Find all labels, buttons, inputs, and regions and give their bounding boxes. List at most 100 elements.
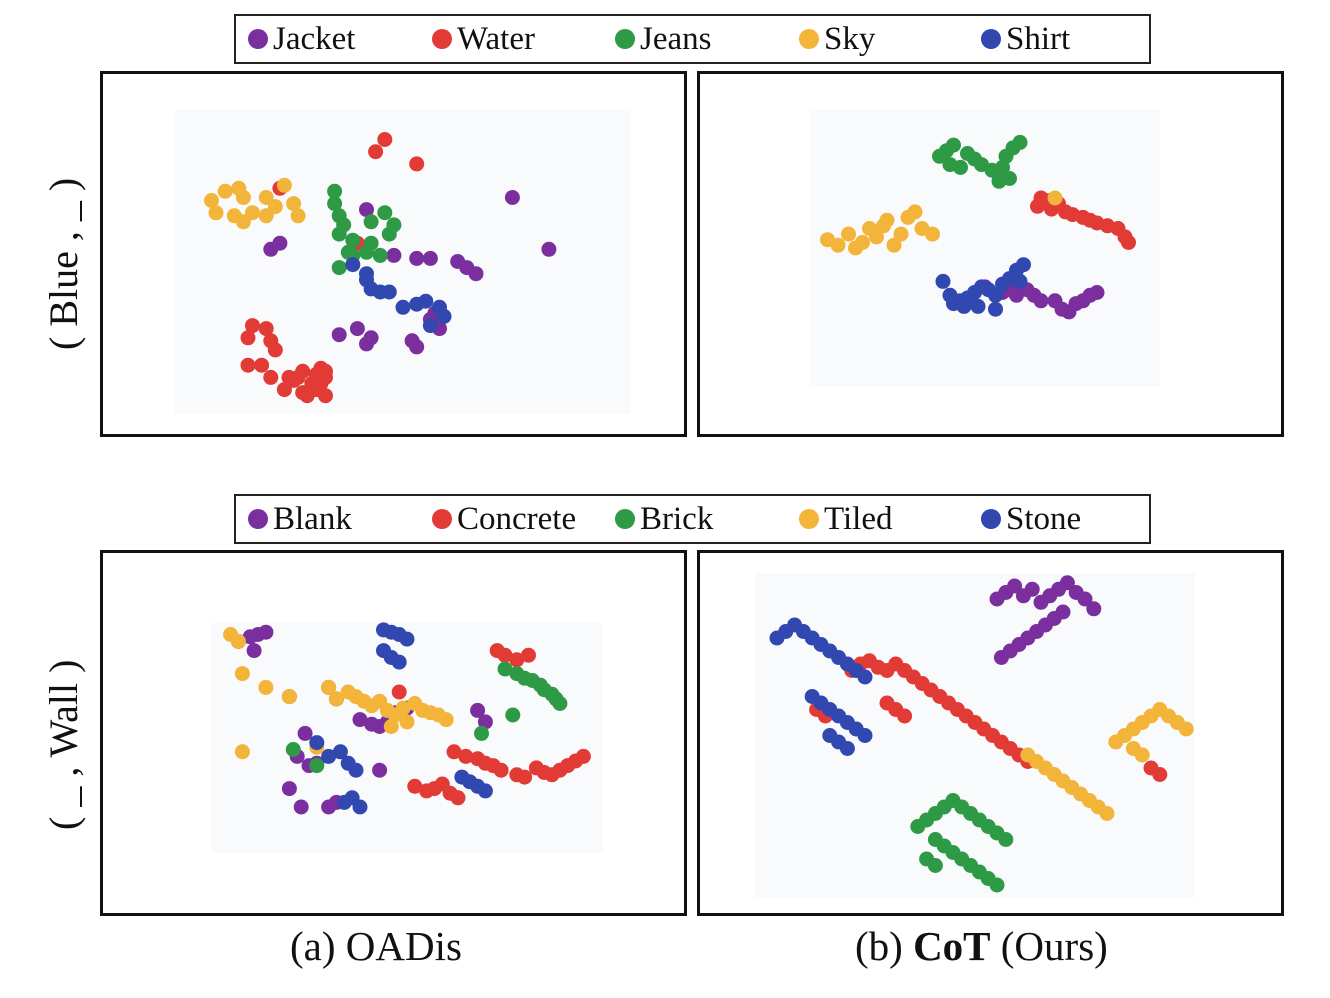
scatter-point [230, 633, 246, 649]
scatter-point [331, 226, 347, 242]
scatter-point [276, 382, 292, 398]
scatter-point [998, 832, 1014, 847]
scatter-point [258, 190, 274, 205]
scatter-point [313, 376, 329, 391]
scatter-point [1016, 257, 1031, 273]
legend-row1: Jacket Water Jeans Sky Shirt [234, 14, 1151, 64]
scatter-point [1012, 273, 1028, 289]
scatter-point [377, 205, 393, 221]
scatter-point [381, 284, 397, 300]
scatter-point [318, 388, 333, 404]
scatter-point [254, 357, 270, 373]
scatter-point [1178, 721, 1194, 737]
scatter-point [321, 679, 337, 695]
scatter-point [477, 783, 493, 799]
legend-item: Concrete [432, 496, 576, 542]
scatter-point [468, 266, 484, 282]
scatter-point [286, 196, 302, 212]
scatter-point [409, 250, 425, 266]
legend-item: Jeans [615, 16, 711, 62]
scatter-point [509, 652, 525, 668]
scatter-point [258, 321, 274, 337]
scatter-point [352, 799, 368, 815]
scatter-point [988, 287, 1003, 303]
scatter-point [1121, 234, 1136, 250]
scatter-point [458, 748, 474, 764]
scatter-point [290, 208, 306, 224]
legend-item: Jacket [248, 16, 355, 62]
scatter-point [497, 661, 513, 677]
row-label-blue: ( Blue , _ ) [41, 177, 86, 350]
scatter-plot [755, 573, 1195, 898]
scatter-point [327, 183, 343, 199]
scatter-point [395, 299, 411, 315]
scatter-point [830, 237, 846, 253]
scatter-point [422, 250, 438, 266]
legend-label: Sky [824, 20, 876, 57]
legend-label: Water [457, 20, 535, 57]
scatter-point [309, 758, 325, 774]
scatter-point [391, 654, 407, 670]
scatter-point [879, 212, 895, 228]
scatter-point [352, 712, 368, 728]
legend-swatch [615, 509, 635, 529]
scatter-point [552, 696, 568, 711]
scatter-panel-row2-a [100, 550, 687, 916]
scatter-point [377, 132, 393, 147]
scatter-point [1024, 581, 1040, 597]
scatter-point [869, 229, 884, 245]
scatter-plot [211, 622, 603, 853]
scatter-point [897, 708, 913, 724]
legend-swatch [981, 509, 1001, 529]
scatter-point [493, 762, 509, 778]
legend-swatch [248, 29, 268, 49]
scatter-point [245, 205, 260, 221]
scatter-panel-row1-a [100, 71, 687, 437]
scatter-point [418, 293, 434, 309]
scatter-point [246, 643, 262, 659]
scatter-point [517, 769, 533, 785]
scatter-point [276, 177, 292, 193]
scatter-point [886, 237, 902, 253]
scatter-point [217, 183, 233, 199]
scatter-point [407, 778, 423, 794]
scatter-point [395, 700, 411, 716]
scatter-point [988, 301, 1003, 317]
scatter-point [505, 707, 521, 723]
scatter-point [839, 741, 855, 756]
scatter-point [234, 744, 250, 760]
scatter-point [991, 173, 1007, 189]
scatter-point [1012, 134, 1028, 150]
scatter-point [368, 144, 384, 160]
scatter-point [446, 744, 462, 760]
scatter-point [331, 327, 347, 343]
scatter-point [327, 196, 343, 212]
scatter-point [299, 388, 315, 404]
scatter-point [409, 156, 425, 172]
scatter-point [281, 369, 297, 385]
scatter-point [1077, 591, 1093, 607]
scatter-point [331, 260, 347, 276]
scatter-point [235, 214, 251, 230]
scatter-point [399, 631, 415, 647]
scatter-point [281, 689, 297, 705]
scatter-point [208, 205, 224, 221]
scatter-point [841, 226, 856, 242]
scatter-point [386, 217, 402, 233]
scatter-point [438, 712, 454, 728]
scatter-point [1047, 190, 1063, 206]
legend-swatch [248, 509, 268, 529]
scatter-point [399, 714, 415, 730]
scatter-point [345, 257, 361, 273]
scatter-point [372, 762, 388, 778]
scatter-point [281, 781, 297, 797]
legend-label: Shirt [1006, 20, 1071, 57]
legend-label: Blank [273, 500, 352, 537]
scatter-point [267, 199, 283, 215]
scatter-point [309, 735, 325, 751]
scatter-point [541, 241, 557, 257]
scatter-point [953, 159, 968, 175]
scatter-point [328, 691, 344, 707]
scatter-point [363, 214, 379, 230]
scatter-point [1152, 767, 1168, 782]
